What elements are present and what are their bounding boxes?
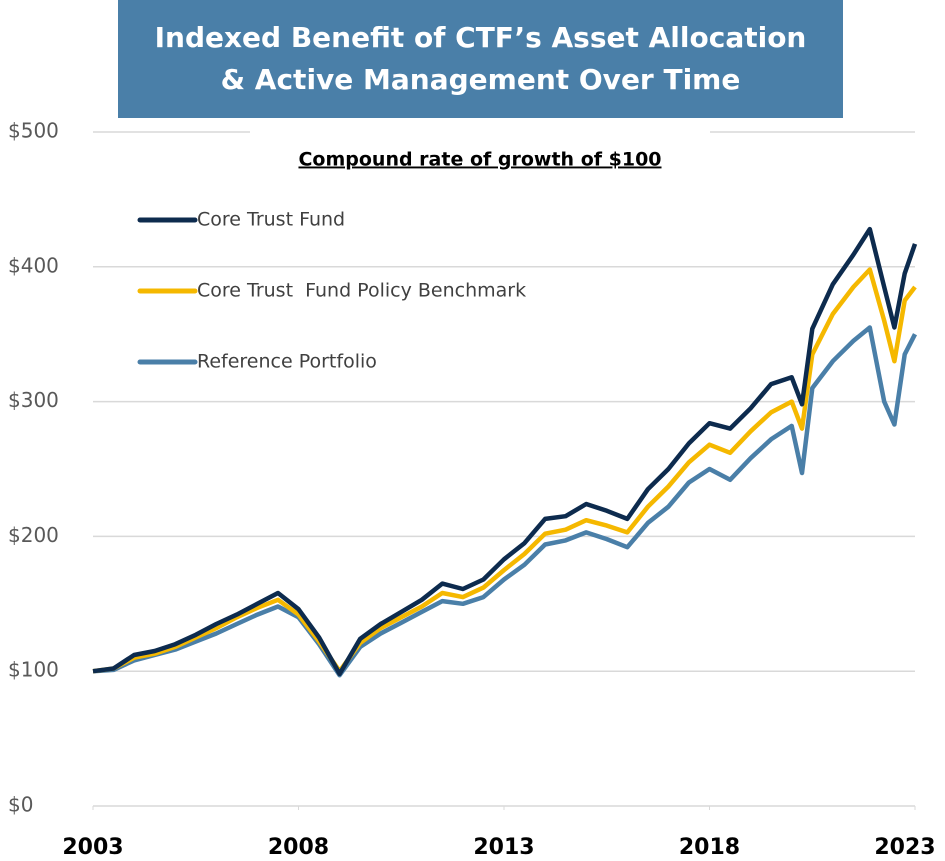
y-tick-label: $0 bbox=[8, 793, 33, 817]
legend-label: Core Trust Fund Policy Benchmark bbox=[197, 280, 526, 302]
x-tick-label: 2003 bbox=[62, 835, 123, 860]
series-line bbox=[92, 267, 917, 674]
y-tick-label: $100 bbox=[8, 658, 59, 682]
y-tick-label: $300 bbox=[8, 388, 59, 412]
y-tick-label: $400 bbox=[8, 253, 59, 277]
x-tick-label: 2008 bbox=[268, 835, 329, 860]
series-line bbox=[92, 226, 918, 677]
y-tick-label: $500 bbox=[8, 119, 59, 143]
x-tick-label: 2023 bbox=[874, 835, 935, 860]
subtitle: Compound rate of growth of $100 bbox=[298, 149, 661, 171]
series-line bbox=[92, 325, 918, 678]
legend-label: Core Trust Fund bbox=[197, 209, 345, 231]
legend-label: Reference Portfolio bbox=[197, 351, 377, 373]
x-tick-label: 2013 bbox=[473, 835, 534, 860]
subtitle-bg bbox=[250, 126, 710, 188]
chart-title: Indexed Benefit of CTF’s Asset Allocatio… bbox=[118, 0, 843, 118]
y-tick-label: $200 bbox=[8, 523, 59, 547]
x-tick-label: 2018 bbox=[679, 835, 740, 860]
